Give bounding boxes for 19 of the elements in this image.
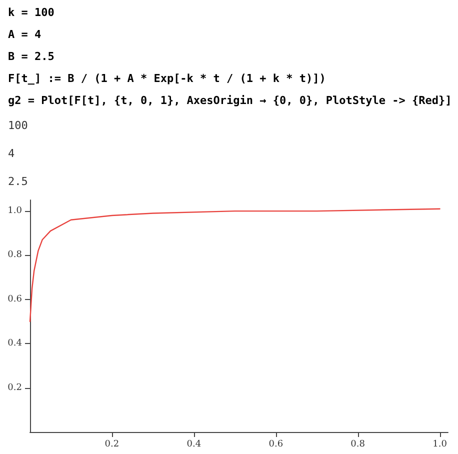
text: A = 4 <box>8 27 42 43</box>
y-tick-label: 1.0 <box>8 206 22 216</box>
y-tick-label: 0.8 <box>8 250 22 260</box>
x-tick-label: 0.6 <box>268 440 284 450</box>
text: g2 = Plot[F[t], {t, 0, 1}, AxesOrigin → {0, 0}, PlotStyle -> {Red}] <box>8 93 452 109</box>
x-tick-label: 0.2 <box>104 440 120 450</box>
x-tick-label: 0.8 <box>350 440 366 450</box>
text: 4 <box>8 146 16 162</box>
y-tick-label: 0.6 <box>8 294 22 304</box>
y-tick-label: 0.4 <box>8 338 22 349</box>
y-tick-label: 0.2 <box>8 382 22 393</box>
x-tick-label: 0.4 <box>186 440 202 450</box>
text: 2.5 <box>8 174 29 190</box>
text: 100 <box>8 118 29 134</box>
x-tick-label: 1.0 <box>432 440 448 450</box>
text: B = 2.5 <box>8 49 56 65</box>
text: k = 100 <box>8 5 56 21</box>
text: F[t_] := B / (1 + A * Exp[-k * t / (1 + k * t)]) <box>8 71 327 87</box>
line-series <box>29 208 440 322</box>
